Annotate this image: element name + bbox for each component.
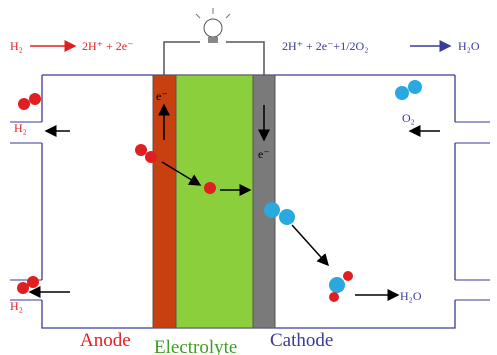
fuel-cell-diagram: H₂ 2H⁺ + 2e⁻ 2H⁺ + 2e⁻+1/2O₂ H₂O H₂ O₂ H… xyxy=(0,0,497,355)
electron-label: e⁻ xyxy=(258,147,270,161)
bulb-rays xyxy=(196,8,230,18)
anode-products: 2H⁺ + 2e⁻ xyxy=(82,39,133,53)
bulb xyxy=(204,19,222,37)
o2-in-label: O₂ xyxy=(402,111,415,125)
h2-in-label: H₂ xyxy=(14,121,27,135)
h2o-out-label: H₂O xyxy=(400,289,422,303)
electrolyte-label: Electrolyte xyxy=(154,337,237,355)
electron-label: e⁻ xyxy=(156,89,168,103)
electrolyte-layer xyxy=(176,75,253,328)
h2-out-label: H₂ xyxy=(10,299,23,313)
cathode-label: Cathode xyxy=(270,330,333,351)
cathode-product: H₂O xyxy=(458,39,480,53)
anode-reactant: H₂ xyxy=(10,39,23,53)
wire xyxy=(164,42,264,75)
bulb-base xyxy=(208,37,218,43)
cathode-reactants: 2H⁺ + 2e⁻+1/2O₂ xyxy=(282,39,368,53)
anode-label: Anode xyxy=(80,330,131,351)
